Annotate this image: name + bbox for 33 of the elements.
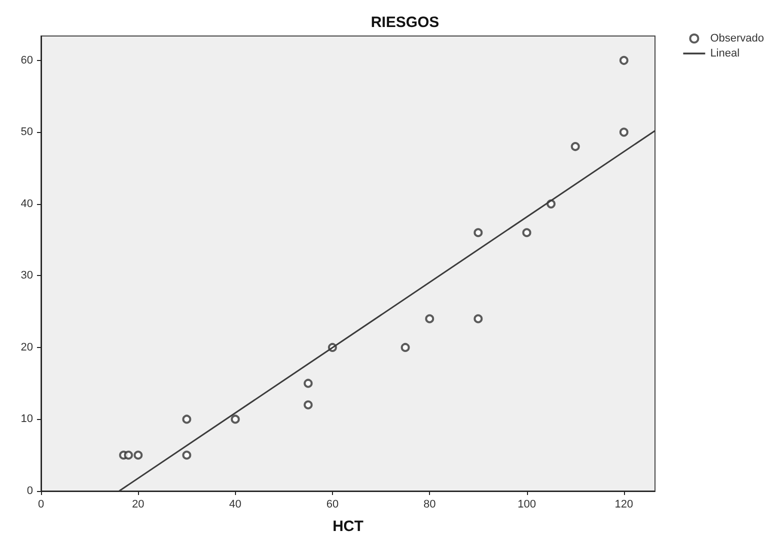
x-tick-label: 60	[326, 498, 339, 510]
point	[304, 378, 313, 388]
x-tick-label: 120	[614, 498, 634, 510]
point	[619, 56, 628, 65]
point	[182, 414, 192, 424]
point	[474, 314, 483, 324]
y-tick-label: 10	[20, 413, 33, 426]
x-tick-label: 0	[38, 498, 44, 510]
point	[619, 128, 628, 137]
y-tick-label: 0	[26, 485, 33, 497]
x-tick-label: 80	[423, 498, 436, 510]
y-tick-label: 40	[20, 198, 33, 210]
point	[522, 228, 532, 238]
point	[425, 314, 434, 324]
point	[182, 450, 192, 460]
y-tick-label: 50	[20, 126, 33, 138]
point	[474, 228, 483, 238]
point	[570, 142, 580, 152]
point	[400, 342, 410, 352]
chart-title: RIESGOS	[370, 14, 440, 31]
point	[304, 400, 313, 410]
y-tick-label: 30	[20, 270, 33, 282]
point	[124, 450, 133, 460]
x-tick-label: 20	[132, 498, 144, 510]
legend-label: Observado	[710, 32, 764, 44]
legend-label: Lineal	[710, 48, 740, 60]
x-tick-label: 100	[518, 498, 536, 510]
x-tick-label: 40	[229, 498, 242, 510]
x-axis-title: HCT	[332, 518, 364, 535]
y-tick-label: 20	[20, 341, 33, 354]
point	[230, 414, 240, 424]
y-tick-label: 60	[20, 54, 33, 66]
point	[134, 450, 143, 460]
